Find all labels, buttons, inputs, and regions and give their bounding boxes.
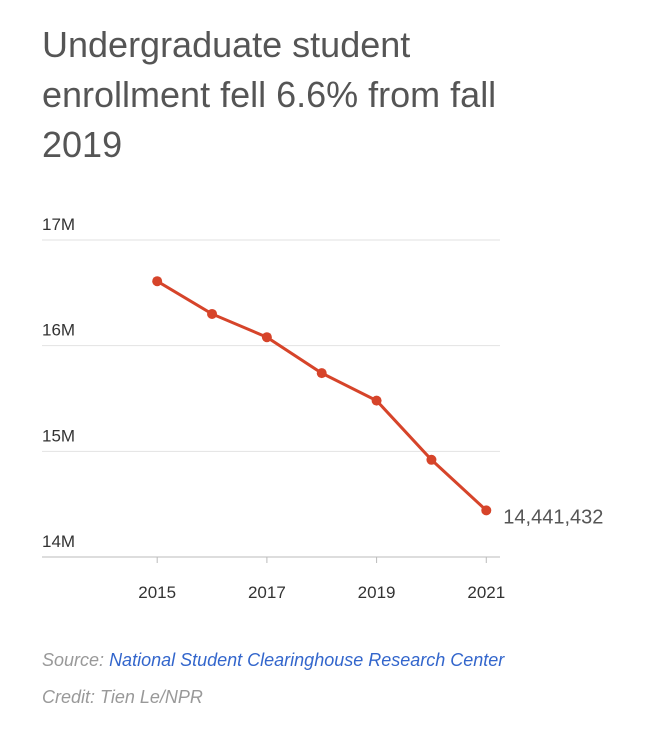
credit: Credit: Tien Le/NPR <box>42 687 203 707</box>
point <box>371 395 382 406</box>
x-tick-label: 2021 <box>467 583 505 602</box>
chart-title: Undergraduate student enrollment fell 6.… <box>42 24 497 165</box>
point <box>261 332 272 343</box>
point <box>207 308 218 319</box>
source-link[interactable]: National Student Clearinghouse Research … <box>109 650 505 670</box>
y-tick-label: 17M <box>42 215 75 234</box>
y-tick-label: 14M <box>42 532 75 551</box>
x-tick-label: 2017 <box>248 583 286 602</box>
point <box>426 454 437 465</box>
x-tick-label: 2019 <box>358 583 396 602</box>
source-line: Source: National Student Clearinghouse R… <box>42 650 504 671</box>
line <box>156 279 488 512</box>
y-tick-label: 16M <box>42 321 75 340</box>
y-tick-label: 15M <box>42 426 75 445</box>
x-tick-label: 2015 <box>138 583 176 602</box>
value-label: 14,441,432 <box>503 506 603 528</box>
source-label: Source: <box>42 650 105 670</box>
point <box>316 368 327 379</box>
point <box>152 276 163 287</box>
point <box>481 505 492 516</box>
